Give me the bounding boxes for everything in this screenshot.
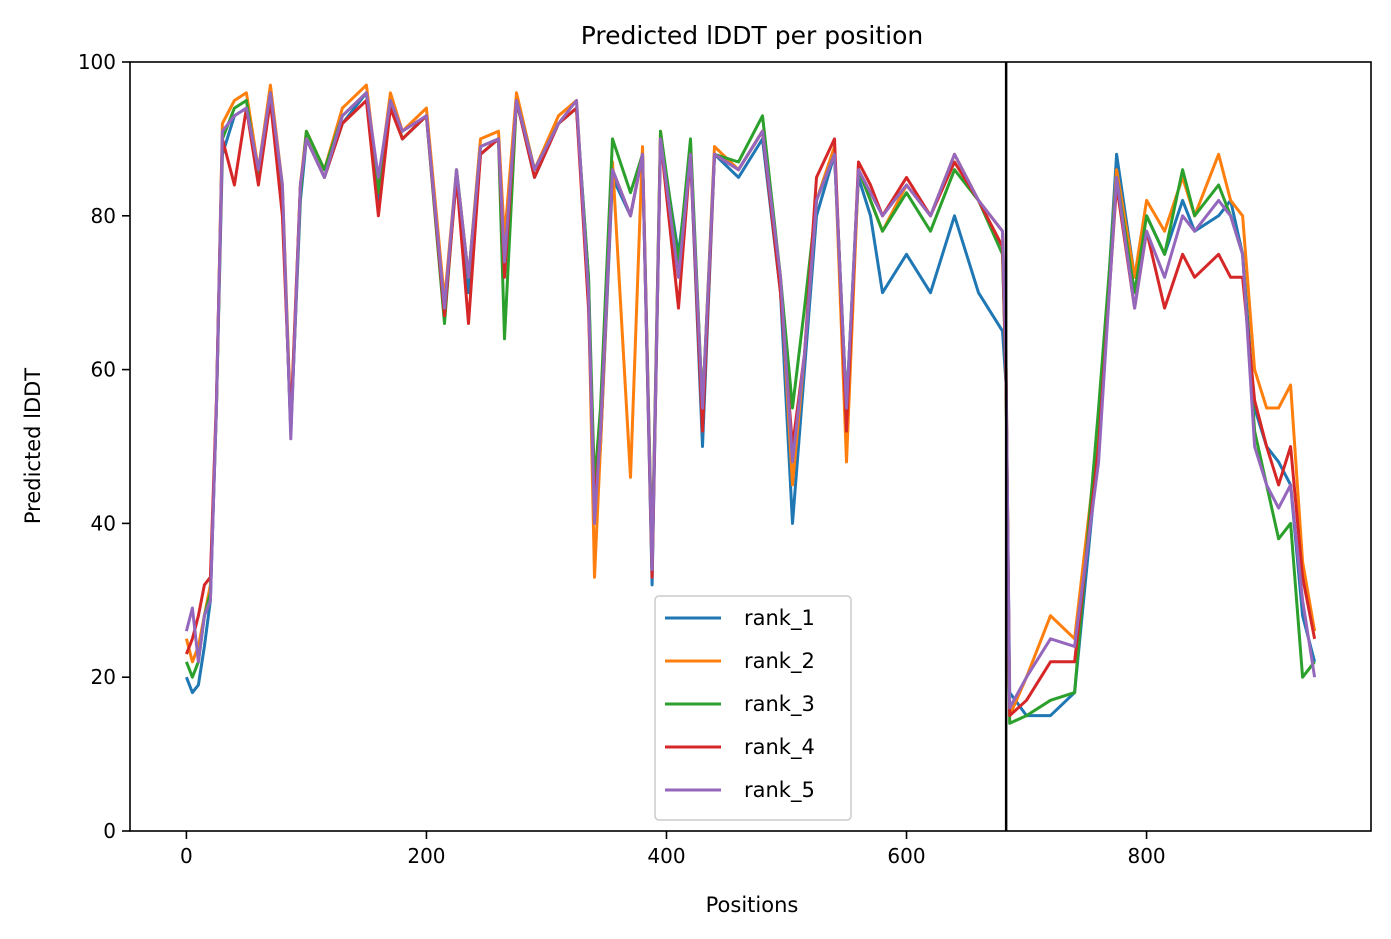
legend-label-rank_1: rank_1 bbox=[744, 606, 815, 631]
legend-label-rank_3: rank_3 bbox=[744, 692, 815, 717]
y-tick-label: 80 bbox=[91, 204, 116, 228]
legend: rank_1 rank_2 rank_3 rank_4 rank_5 bbox=[654, 595, 852, 821]
y-tick-label: 40 bbox=[91, 511, 116, 535]
series-layer bbox=[184, 83, 1317, 725]
x-axis-label: Positions bbox=[706, 893, 799, 917]
y-tick-label: 100 bbox=[78, 50, 116, 74]
y-tick-label: 0 bbox=[103, 819, 116, 843]
y-axis-label: Predicted lDDT bbox=[21, 368, 45, 524]
x-tick-label: 400 bbox=[647, 844, 685, 868]
x-tick-label: 0 bbox=[180, 844, 193, 868]
series-line-rank_5 bbox=[184, 91, 1317, 710]
y-axis-ticks: 0 20 40 60 80 100 bbox=[78, 50, 130, 843]
legend-label-rank_5: rank_5 bbox=[744, 778, 815, 803]
x-tick-label: 800 bbox=[1127, 844, 1165, 868]
x-tick-label: 200 bbox=[407, 844, 445, 868]
y-tick-label: 20 bbox=[91, 665, 116, 689]
legend-label-rank_2: rank_2 bbox=[744, 649, 815, 674]
y-tick-label: 60 bbox=[91, 358, 116, 382]
chart-title: Predicted lDDT per position bbox=[581, 21, 923, 50]
legend-box bbox=[654, 595, 852, 821]
legend-label-rank_4: rank_4 bbox=[744, 735, 815, 760]
x-axis-ticks: 0 200 400 600 800 bbox=[180, 831, 1166, 868]
plot-area-frame bbox=[129, 61, 1372, 832]
x-tick-label: 600 bbox=[887, 844, 925, 868]
